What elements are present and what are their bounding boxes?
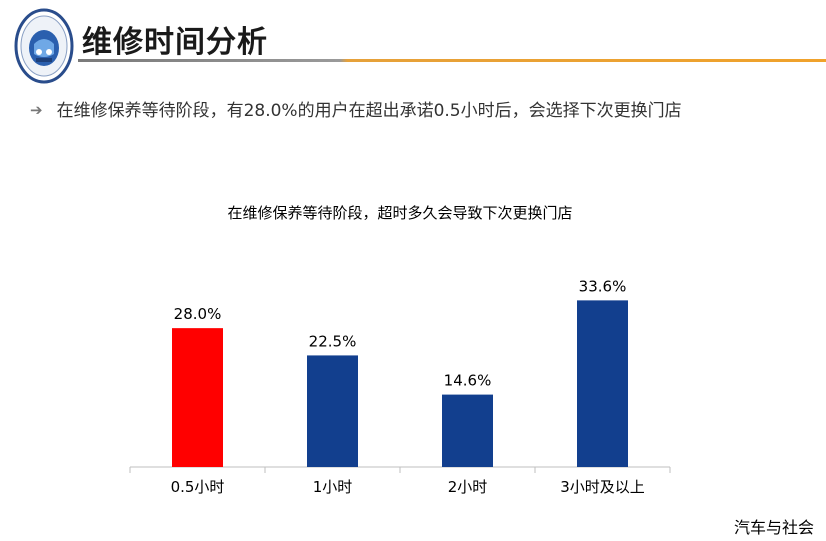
bar-2 bbox=[307, 355, 358, 467]
key-finding: ➔ 在维修保养等待阶段，有28.0%的用户在超出承诺0.5小时后，会选择下次更换门… bbox=[30, 96, 682, 121]
arrow-right-icon: ➔ bbox=[30, 101, 43, 119]
data-label-4: 33.6% bbox=[579, 277, 627, 295]
bar-1 bbox=[172, 328, 223, 467]
category-label-1: 0.5小时 bbox=[171, 478, 225, 496]
title-rule bbox=[78, 59, 826, 62]
association-logo bbox=[14, 8, 74, 84]
chart-title: 在维修保养等待阶段，超时多久会导致下次更换门店 bbox=[227, 204, 572, 222]
page-title: 维修时间分析 bbox=[82, 25, 268, 60]
source-label: 汽车与社会 bbox=[733, 518, 814, 537]
bar-3 bbox=[442, 394, 493, 467]
data-label-3: 14.6% bbox=[444, 372, 492, 390]
category-label-2: 1小时 bbox=[313, 478, 353, 496]
data-label-1: 28.0% bbox=[174, 305, 222, 323]
data-label-2: 22.5% bbox=[309, 332, 357, 350]
category-label-3: 2小时 bbox=[448, 478, 488, 496]
bar-4 bbox=[577, 300, 628, 467]
category-label-4: 3小时及以上 bbox=[560, 478, 645, 496]
key-finding-text: 在维修保养等待阶段，有28.0%的用户在超出承诺0.5小时后，会选择下次更换门店 bbox=[56, 101, 682, 121]
